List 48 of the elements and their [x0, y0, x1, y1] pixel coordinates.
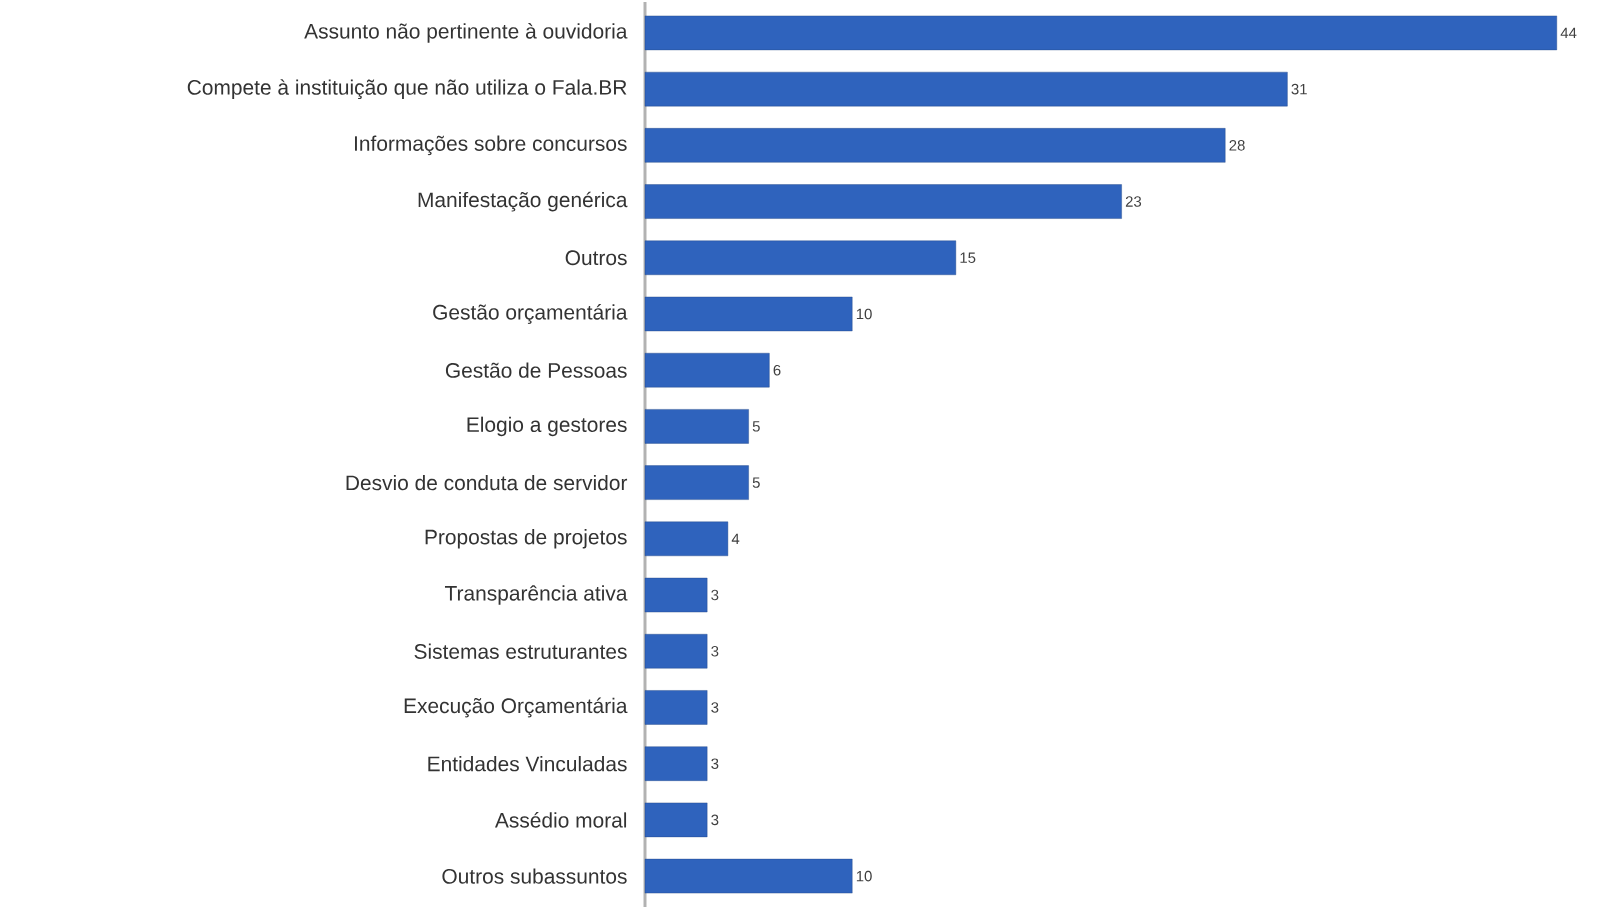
bar — [644, 128, 1226, 163]
bar — [644, 858, 853, 894]
y-tick-label: Gestão de Pessoas — [445, 362, 627, 378]
bar — [644, 240, 957, 275]
bar — [644, 802, 708, 838]
data-label: 6 — [773, 364, 781, 376]
bar — [644, 634, 708, 669]
y-tick-label: Manifestação genérica — [418, 191, 628, 212]
data-label: 5 — [752, 421, 760, 432]
y-tick-label: Compete à instituição que não utiliza o Fala.BR — [187, 79, 627, 100]
data-label: 28 — [1229, 140, 1245, 151]
y-tick-label: Outros subassuntos — [442, 868, 627, 884]
y-tick-label: Execução Orçamentária — [404, 697, 628, 718]
bar — [644, 15, 1557, 51]
data-label: 10 — [856, 870, 872, 882]
bar — [644, 71, 1288, 107]
data-label: 31 — [1291, 83, 1307, 95]
data-label: 44 — [1560, 27, 1577, 39]
bar — [644, 690, 708, 725]
y-tick-label: Entidades Vinculadas — [428, 755, 627, 772]
data-label: 10 — [856, 308, 872, 320]
data-label: 4 — [731, 533, 740, 544]
bar — [644, 577, 708, 613]
y-tick-label: Informações sobre concursos — [354, 135, 627, 156]
bar — [644, 465, 749, 500]
data-label: 3 — [711, 645, 719, 657]
y-tick-label: Desvio de conduta de servidor — [346, 474, 628, 491]
bar — [644, 184, 1122, 219]
data-label: 3 — [711, 702, 719, 713]
y-tick-label: Sistemas estruturantes — [414, 643, 627, 659]
bar — [644, 352, 770, 388]
y-tick-label: Propostas de projetos — [425, 529, 627, 549]
y-tick-label: Assédio moral — [494, 812, 627, 828]
bar — [644, 746, 708, 781]
data-label: 3 — [711, 814, 719, 826]
data-label: 3 — [711, 758, 719, 769]
y-tick-label: Gestão orçamentária — [433, 304, 628, 324]
data-label: 3 — [711, 589, 719, 601]
data-label: 23 — [1125, 196, 1142, 207]
bar — [644, 296, 853, 332]
y-tick-label: Elogio a gestores — [467, 416, 627, 437]
bar — [644, 409, 749, 444]
data-label: 15 — [960, 252, 976, 263]
y-tick-label: Outros — [565, 250, 627, 266]
y-tick-label: Transparência ativa — [444, 585, 628, 605]
y-tick-label: Assunto não pertinente à ouvidoria — [304, 23, 628, 43]
bar — [644, 521, 729, 557]
data-label: 5 — [752, 477, 760, 488]
